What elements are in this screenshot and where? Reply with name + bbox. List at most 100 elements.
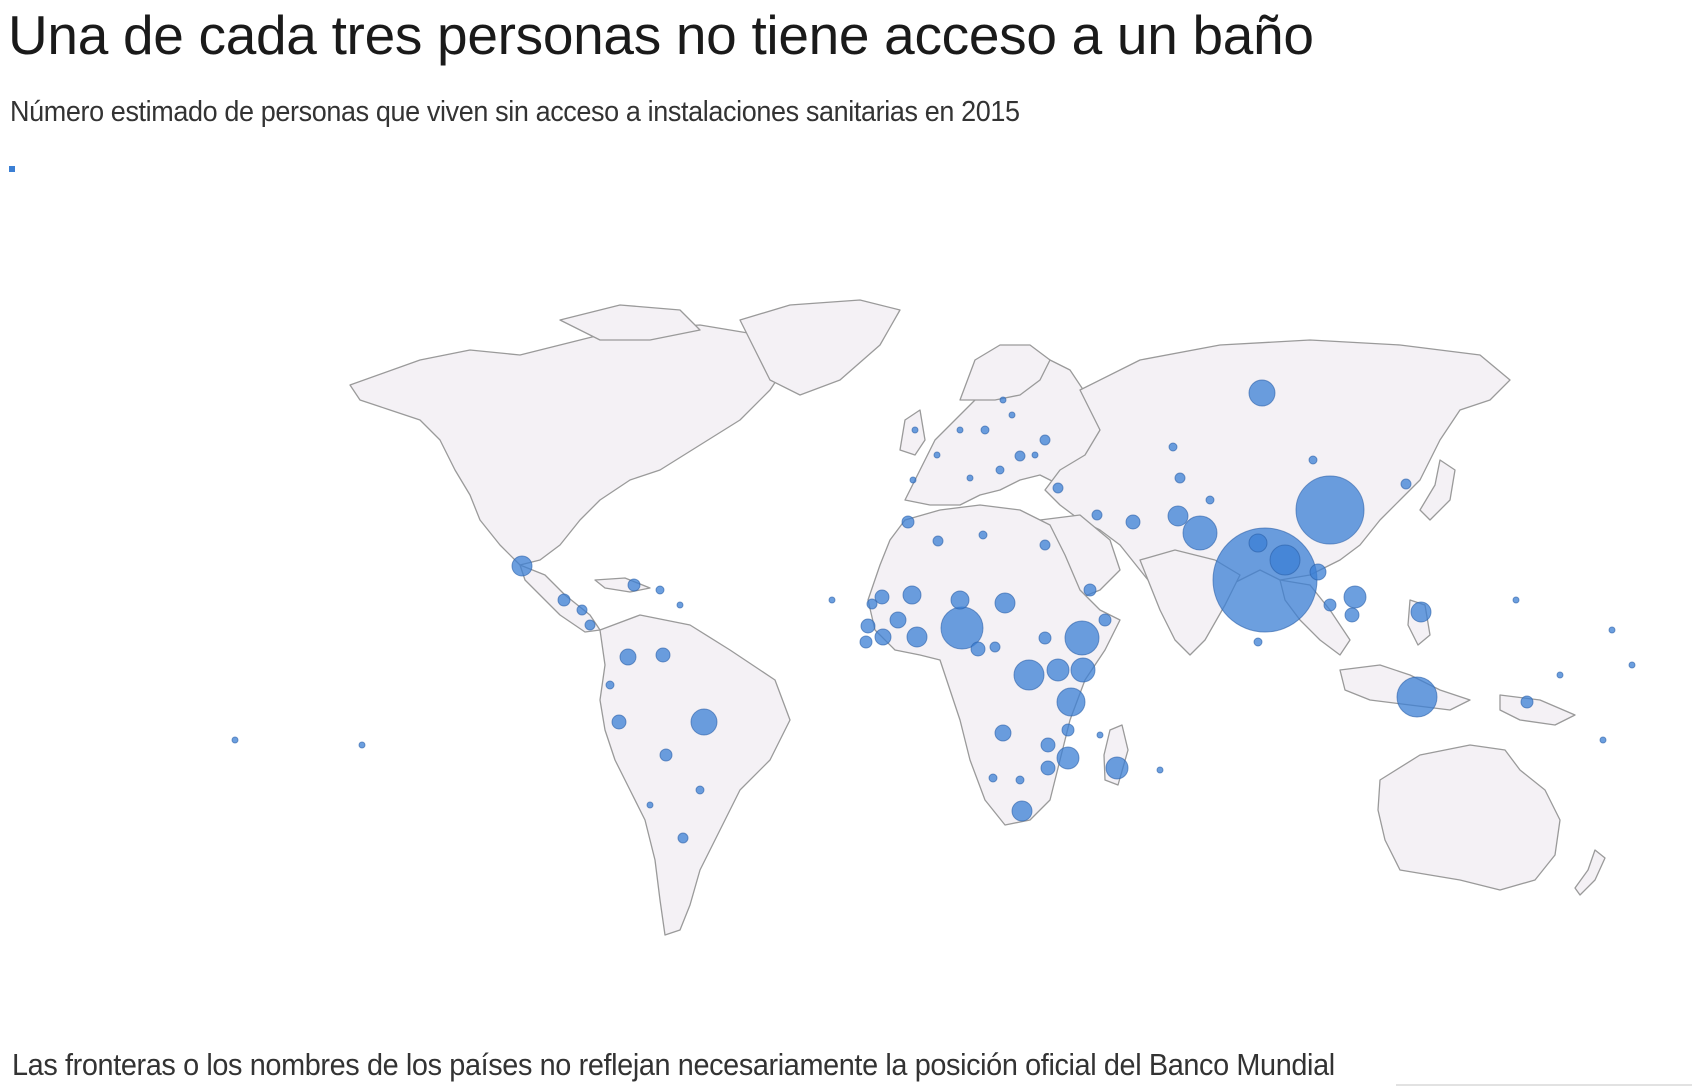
bubble-algeria[interactable] bbox=[932, 535, 944, 547]
bubble-moldova[interactable] bbox=[1031, 451, 1039, 459]
bubble-nicaragua[interactable] bbox=[584, 619, 596, 631]
bubble-uganda[interactable] bbox=[1046, 658, 1070, 682]
bubble-pacific-5[interactable] bbox=[1556, 671, 1564, 679]
bubble-pacific-1[interactable] bbox=[1512, 596, 1520, 604]
bubble-mexico[interactable] bbox=[511, 555, 533, 577]
bubble-chad[interactable] bbox=[950, 590, 970, 610]
bubble-libya[interactable] bbox=[978, 530, 988, 540]
bubble-colombia[interactable] bbox=[619, 648, 637, 666]
bubble-haiti[interactable] bbox=[627, 578, 641, 592]
bubble-egypt[interactable] bbox=[1039, 539, 1051, 551]
bubble-ukraine[interactable] bbox=[1039, 434, 1051, 446]
bubble-paraguay[interactable] bbox=[695, 785, 705, 795]
bubble-brazil[interactable] bbox=[690, 708, 718, 736]
bubble-afghanistan[interactable] bbox=[1167, 505, 1189, 527]
bubble-cambodia[interactable] bbox=[1344, 607, 1360, 623]
bubble-dr-congo[interactable] bbox=[1013, 659, 1045, 691]
bubble-zambia[interactable] bbox=[1040, 737, 1056, 753]
bubble-zimbabwe[interactable] bbox=[1040, 760, 1056, 776]
bubble-turkey[interactable] bbox=[1052, 482, 1064, 494]
bubble-madagascar[interactable] bbox=[1105, 756, 1129, 780]
land-north-america bbox=[349, 324, 791, 566]
bubble-bangladesh[interactable] bbox=[1269, 544, 1301, 576]
bubble-comoros[interactable] bbox=[1096, 731, 1104, 739]
bubble-pacific-4[interactable] bbox=[1628, 661, 1636, 669]
bubble-ethiopia[interactable] bbox=[1064, 620, 1100, 656]
bubble-russia[interactable] bbox=[1248, 379, 1276, 407]
bubble-tajikistan[interactable] bbox=[1205, 495, 1215, 505]
bubble-kenya[interactable] bbox=[1070, 657, 1096, 683]
bubble-indonesia[interactable] bbox=[1396, 676, 1438, 718]
land-greenland bbox=[739, 299, 901, 396]
bubble-hawaii[interactable] bbox=[231, 736, 239, 744]
bubble-ghana[interactable] bbox=[906, 626, 928, 648]
bubble-philippines[interactable] bbox=[1410, 601, 1432, 623]
bubble-italy[interactable] bbox=[966, 474, 974, 482]
world-map[interactable] bbox=[0, 290, 1706, 950]
bubble-malawi[interactable] bbox=[1061, 723, 1075, 737]
land-new-guinea bbox=[1499, 694, 1576, 726]
bubble-burkina-faso[interactable] bbox=[889, 611, 907, 629]
bubble-mongolia[interactable] bbox=[1308, 455, 1318, 465]
bubble-romania[interactable] bbox=[1014, 450, 1026, 462]
bubble-thailand[interactable] bbox=[1323, 598, 1337, 612]
bubble-pacific-3[interactable] bbox=[1599, 736, 1607, 744]
bubble-uk[interactable] bbox=[911, 426, 919, 434]
bubble-ivory-coast[interactable] bbox=[874, 628, 892, 646]
bubble-tanzania[interactable] bbox=[1056, 687, 1086, 717]
bubble-caribbean-1[interactable] bbox=[655, 585, 665, 595]
bubble-balkans[interactable] bbox=[995, 465, 1005, 475]
bubble-ecuador[interactable] bbox=[605, 680, 615, 690]
bubble-venezuela[interactable] bbox=[655, 647, 671, 663]
bubble-north-korea[interactable] bbox=[1400, 478, 1412, 490]
bubble-vietnam[interactable] bbox=[1343, 585, 1367, 609]
bubble-uzbekistan[interactable] bbox=[1174, 472, 1186, 484]
bubble-south-sudan[interactable] bbox=[1038, 631, 1052, 645]
bubble-chile[interactable] bbox=[646, 801, 654, 809]
bubble-car[interactable] bbox=[989, 641, 1001, 653]
bubble-sri-lanka[interactable] bbox=[1253, 637, 1263, 647]
bubble-mozambique[interactable] bbox=[1056, 746, 1080, 770]
bubble-nepal[interactable] bbox=[1248, 533, 1268, 553]
bubble-polynesia[interactable] bbox=[358, 741, 366, 749]
bubble-morocco[interactable] bbox=[901, 515, 915, 529]
bubble-caribbean-2[interactable] bbox=[676, 601, 684, 609]
bubble-myanmar[interactable] bbox=[1309, 563, 1327, 581]
bubble-bolivia[interactable] bbox=[659, 748, 673, 762]
bubble-yemen[interactable] bbox=[1083, 583, 1097, 597]
bubble-namibia[interactable] bbox=[988, 773, 998, 783]
bubble-cape-verde[interactable] bbox=[828, 596, 836, 604]
bubble-kazakhstan[interactable] bbox=[1168, 442, 1178, 452]
bubble-pacific-2[interactable] bbox=[1608, 626, 1616, 634]
bubble-cameroon[interactable] bbox=[970, 641, 986, 657]
bubble-south-africa[interactable] bbox=[1011, 800, 1033, 822]
bottom-divider bbox=[1396, 1084, 1692, 1086]
bubble-argentina[interactable] bbox=[677, 832, 689, 844]
bubble-baltic[interactable] bbox=[999, 396, 1007, 404]
bubble-germany[interactable] bbox=[956, 426, 964, 434]
bubble-honduras[interactable] bbox=[576, 604, 588, 616]
bubble-layer bbox=[231, 379, 1636, 844]
bubble-niger[interactable] bbox=[902, 585, 922, 605]
bubble-sudan[interactable] bbox=[994, 592, 1016, 614]
bubble-iran[interactable] bbox=[1125, 514, 1141, 530]
bubble-poland[interactable] bbox=[980, 425, 990, 435]
bubble-guatemala[interactable] bbox=[557, 593, 571, 607]
bubble-sierra-leone[interactable] bbox=[859, 635, 873, 649]
bubble-pakistan[interactable] bbox=[1182, 515, 1218, 551]
bubble-mauritius[interactable] bbox=[1156, 766, 1164, 774]
bubble-angola[interactable] bbox=[994, 724, 1012, 742]
bubble-botswana[interactable] bbox=[1015, 775, 1025, 785]
bubble-png[interactable] bbox=[1520, 695, 1534, 709]
bubble-somalia[interactable] bbox=[1098, 613, 1112, 627]
bubble-mali[interactable] bbox=[874, 589, 890, 605]
bubble-peru[interactable] bbox=[611, 714, 627, 730]
bubble-china[interactable] bbox=[1295, 475, 1365, 545]
bubble-france[interactable] bbox=[933, 451, 941, 459]
chart-title: Una de cada tres personas no tiene acces… bbox=[8, 4, 1314, 66]
bubble-iraq[interactable] bbox=[1091, 509, 1103, 521]
bubble-spain[interactable] bbox=[909, 476, 917, 484]
bubble-senegal[interactable] bbox=[866, 598, 878, 610]
bubble-guinea[interactable] bbox=[860, 618, 876, 634]
bubble-belarus[interactable] bbox=[1008, 411, 1016, 419]
